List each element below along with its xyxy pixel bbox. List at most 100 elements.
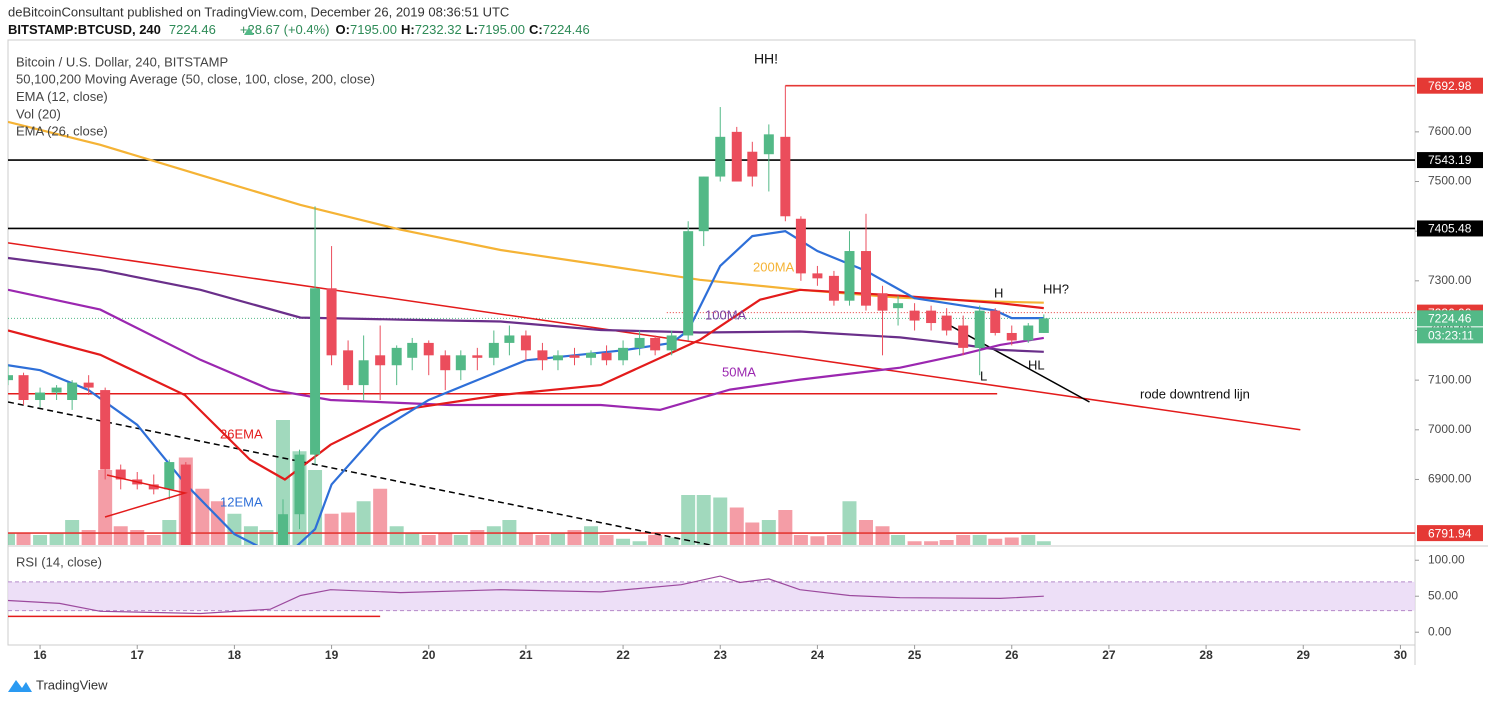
annotation: HH?: [1043, 281, 1069, 296]
rsi-title: RSI (14, close): [16, 554, 102, 569]
candle-body: [941, 315, 952, 331]
candle-body: [698, 176, 709, 232]
volume-bar: [584, 526, 599, 545]
ohlc-value: 7224.46: [543, 22, 590, 37]
x-tick-label: 18: [228, 648, 242, 662]
candle-body: [423, 342, 434, 356]
x-tick-label: 23: [714, 648, 728, 662]
candle-body: [780, 136, 791, 217]
rsi-tick-label: 0.00: [1428, 624, 1452, 638]
volume-bar: [389, 526, 404, 545]
y-tick-label: 6900.00: [1428, 472, 1472, 486]
price-label: 7543.19: [1428, 153, 1472, 167]
y-tick-label: 7000.00: [1428, 422, 1472, 436]
symbol: BITSTAMP:BTCUSD, 240: [8, 22, 161, 37]
annotation: 200MA: [753, 259, 795, 274]
volume-bar: [696, 495, 711, 545]
candle-body: [844, 251, 855, 301]
rsi-band: [8, 581, 1415, 611]
x-tick-label: 26: [1005, 648, 1019, 662]
volume-bar: [778, 510, 793, 545]
candle-body: [650, 337, 661, 351]
candle-body: [828, 275, 839, 301]
volume-bar: [729, 507, 744, 545]
candle-body: [666, 335, 677, 351]
candle-body: [180, 464, 191, 545]
candle-body: [747, 151, 758, 177]
volume-bar: [421, 535, 436, 545]
volume-bar: [195, 488, 210, 545]
volume-bar: [405, 532, 420, 545]
volume-bar: [535, 535, 550, 545]
indicator-line: [8, 288, 1044, 412]
candle-body: [974, 310, 985, 348]
candle-body: [472, 355, 483, 358]
ohlc-value: 7195.00: [350, 22, 397, 37]
candle-body: [618, 347, 629, 361]
volume-bar: [8, 532, 15, 545]
rsi-pane: [8, 575, 1415, 618]
x-tick-label: 21: [519, 648, 533, 662]
volume-bar: [470, 530, 485, 545]
price-label-box: [1417, 310, 1483, 327]
candle-body: [83, 382, 94, 388]
y-tick-label: 7300.00: [1428, 273, 1472, 287]
candle-body: [326, 288, 337, 356]
candle-body: [35, 392, 46, 401]
legend-entry: EMA (26, close): [16, 124, 108, 139]
volume-bar: [373, 488, 388, 545]
candle-body: [277, 514, 288, 545]
candle-body: [407, 342, 418, 358]
volume-bar: [681, 495, 696, 545]
candle-body: [893, 303, 904, 309]
candle-body: [358, 360, 369, 386]
y-tick-label: 7600.00: [1428, 124, 1472, 138]
volume-bar: [1036, 541, 1051, 545]
volume-bar: [275, 420, 290, 545]
candle-body: [537, 350, 548, 361]
candle-body: [520, 335, 531, 351]
candle-body: [683, 231, 694, 336]
logo: [8, 680, 32, 692]
volume-bar: [438, 532, 453, 545]
volume-bar: [486, 526, 501, 545]
ohlc-key: O:: [336, 22, 350, 37]
price-label-box: [1417, 220, 1483, 237]
volume-bar: [632, 541, 647, 545]
x-tick-label: 30: [1394, 648, 1408, 662]
footer-brand: TradingView: [36, 677, 108, 692]
x-tick-label: 27: [1102, 648, 1116, 662]
ohlc-value: 7195.00: [478, 22, 525, 37]
symbol-line: BITSTAMP:BTCUSD, 240 7224.46 +28.67 (+0.4%…: [8, 22, 590, 37]
volume-bar: [324, 513, 339, 545]
candle-body: [294, 454, 305, 515]
countdown-box: [1417, 327, 1483, 344]
x-tick-label: 16: [33, 648, 47, 662]
candle-body: [375, 355, 386, 366]
x-tick-label: 20: [422, 648, 436, 662]
price-label: 7405.48: [1428, 222, 1472, 236]
volume-bar: [550, 532, 565, 545]
ohlc-value: 7232.32: [415, 22, 462, 37]
volume-bar: [356, 501, 371, 545]
volume-bar: [664, 537, 679, 545]
candle-body: [51, 387, 62, 393]
x-tick-label: 24: [811, 648, 825, 662]
annotation: HH!: [754, 51, 778, 67]
candle-body: [8, 375, 13, 381]
legend-entry: EMA (12, close): [16, 89, 108, 104]
volume-bar: [972, 535, 987, 545]
candle-body: [860, 251, 871, 306]
volume-bar: [648, 535, 663, 545]
trend-line: [8, 242, 1301, 431]
candle-body: [504, 335, 515, 343]
y-tick-label: 7100.00: [1428, 372, 1472, 386]
x-tick-label: 29: [1297, 648, 1311, 662]
candle-body: [148, 484, 159, 490]
volume-bar: [616, 538, 631, 545]
candle-body: [115, 469, 126, 480]
candle-body: [795, 218, 806, 274]
candle-body: [343, 350, 354, 386]
x-tick-label: 28: [1199, 648, 1213, 662]
